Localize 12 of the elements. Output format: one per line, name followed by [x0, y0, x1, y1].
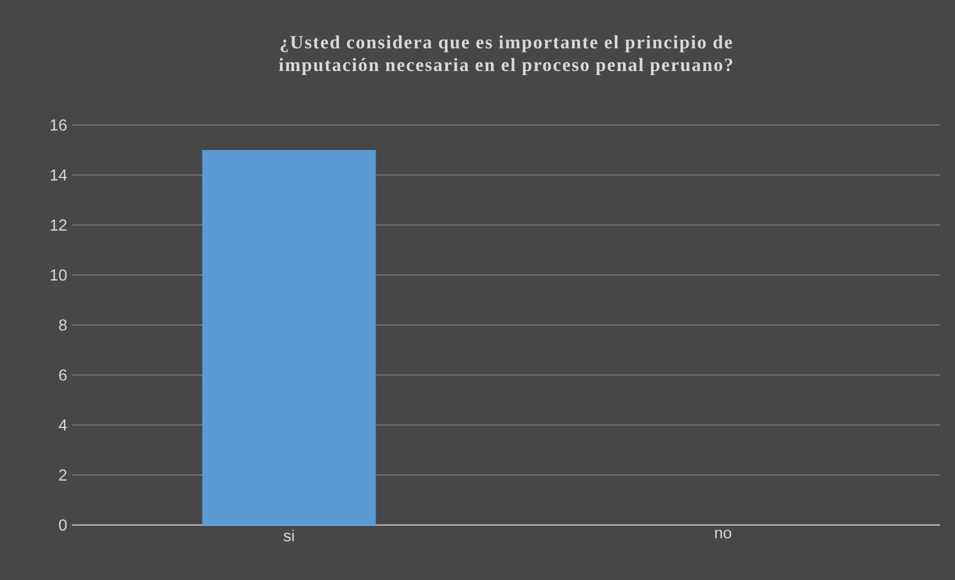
y-tick-label: 6 [59, 369, 67, 381]
y-tick-label: 10 [50, 269, 67, 281]
y-tick-label: 16 [50, 119, 67, 131]
y-tick-label: 8 [59, 319, 67, 331]
x-tick-label: no [715, 530, 732, 538]
x-tick-label: si [284, 530, 294, 542]
y-tick-label: 14 [50, 169, 67, 180]
chart-title: ¿Usted considera que es importante el principio de imputación necesaria en el proceso penal peruano? [279, 35, 732, 75]
y-tick-label: 12 [50, 219, 66, 231]
y-tick-label: 2 [59, 469, 66, 481]
y-tick-label: 4 [58, 419, 67, 430]
y-tick-label: 0 [59, 519, 67, 531]
